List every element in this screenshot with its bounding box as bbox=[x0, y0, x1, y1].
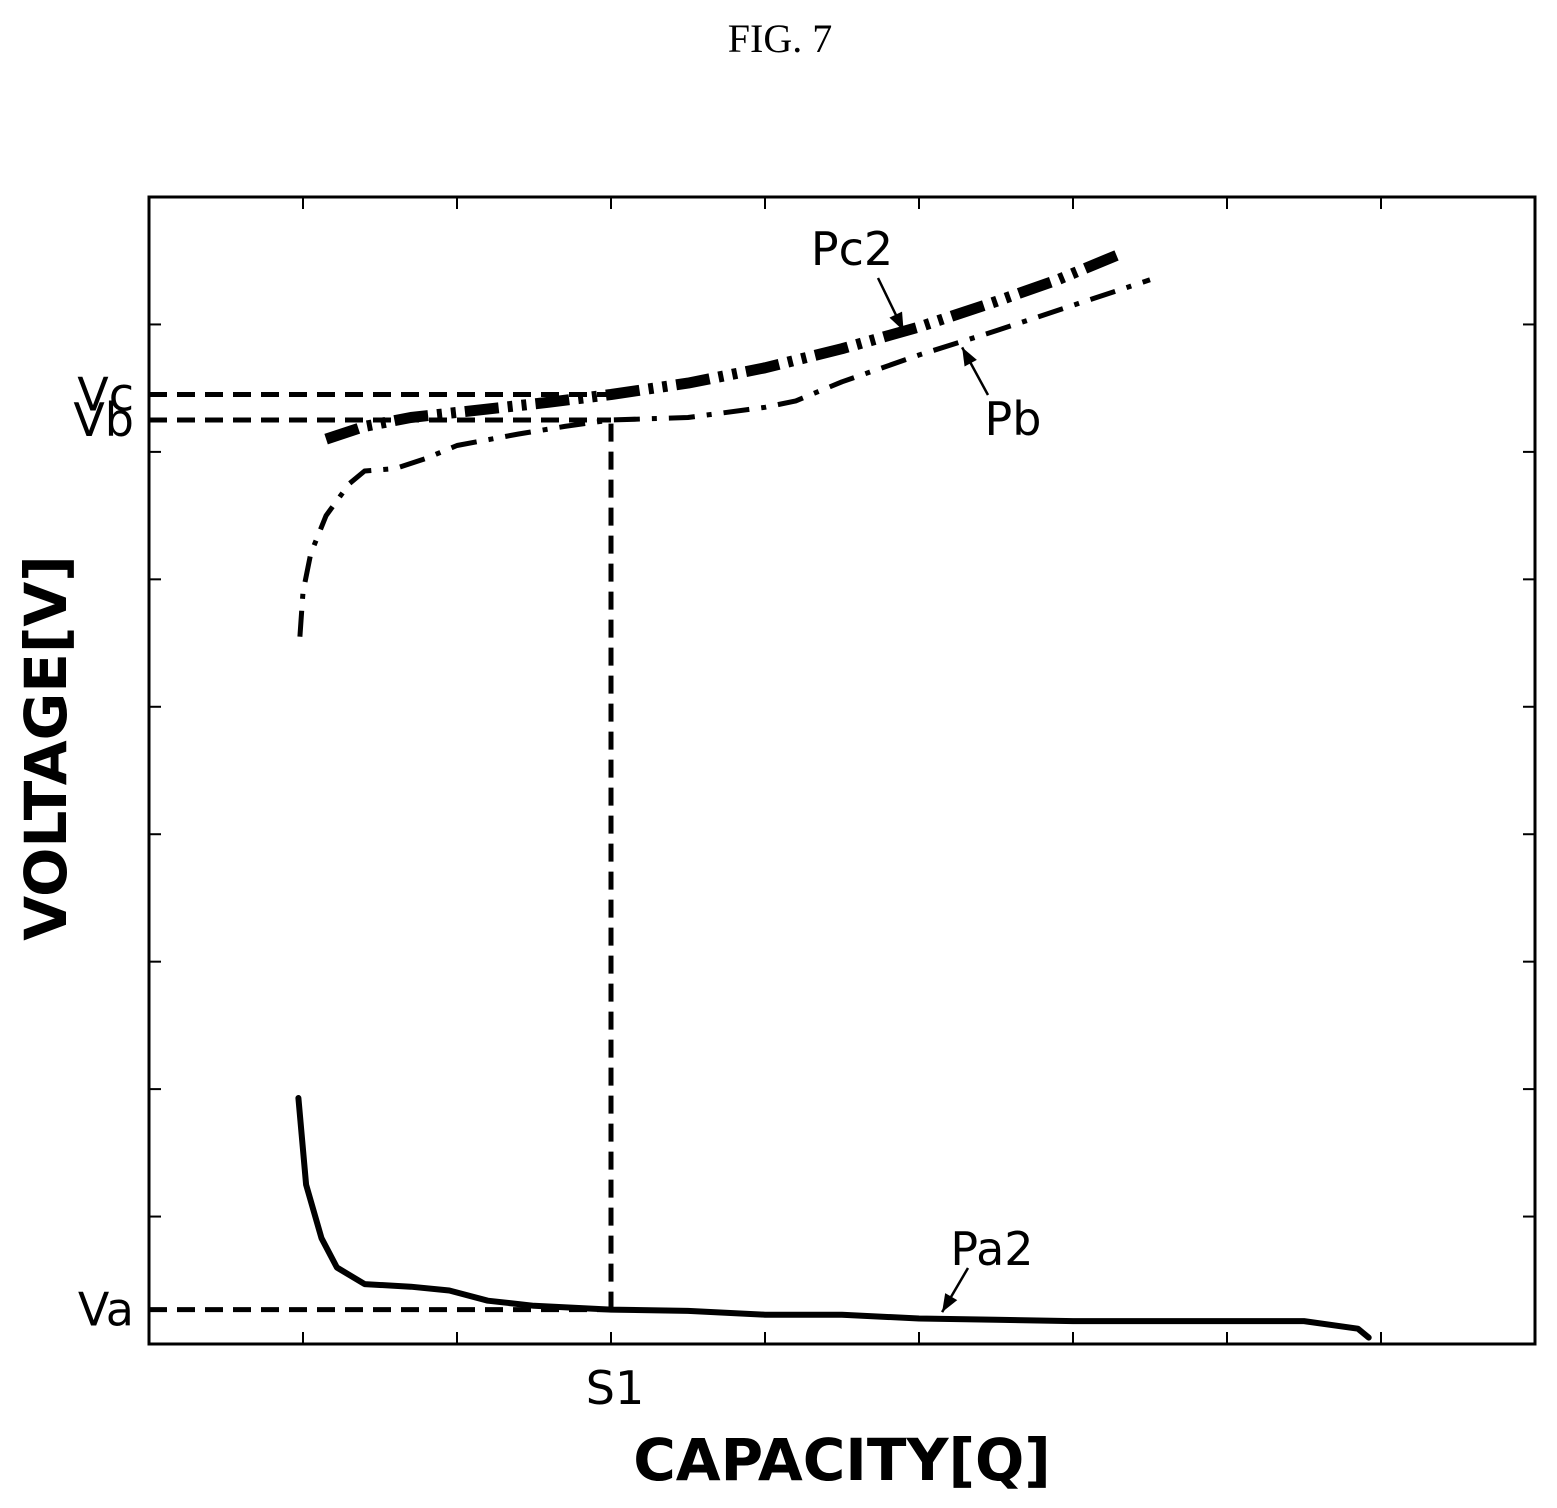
pc2-arrowhead-icon bbox=[889, 311, 904, 331]
pb-label: Pb bbox=[985, 392, 1042, 446]
pc2-label: Pc2 bbox=[811, 222, 893, 276]
y-tick-label-va: Va bbox=[78, 1283, 134, 1337]
series-line-pa2 bbox=[295, 1095, 1372, 1341]
y-tick-label-vb: Vb bbox=[73, 393, 134, 447]
pb-arrowhead-icon bbox=[962, 347, 977, 367]
figure-title: FIG. 7 bbox=[728, 16, 832, 61]
x-tick-label-s1: S1 bbox=[586, 1361, 644, 1415]
y-tick-label-vc: Vc bbox=[77, 368, 134, 422]
x-axis-title: CAPACITY[Q] bbox=[633, 1426, 1051, 1494]
pa2-label: Pa2 bbox=[950, 1222, 1033, 1276]
series-line-pb bbox=[297, 277, 1151, 637]
x-tick-labels: S1 bbox=[586, 1361, 644, 1415]
pa2-arrowhead-icon bbox=[942, 1293, 958, 1313]
series-line-pc2 bbox=[324, 249, 1122, 445]
reference-lines bbox=[149, 392, 614, 1313]
axis-ticks bbox=[149, 197, 1535, 1344]
plot-frame bbox=[147, 195, 1537, 1346]
series-group bbox=[295, 249, 1372, 1341]
y-axis-title: VOLTAGE[V] bbox=[12, 555, 80, 941]
series-annotations: Pc2 Pb Pa2 bbox=[811, 222, 1042, 1313]
